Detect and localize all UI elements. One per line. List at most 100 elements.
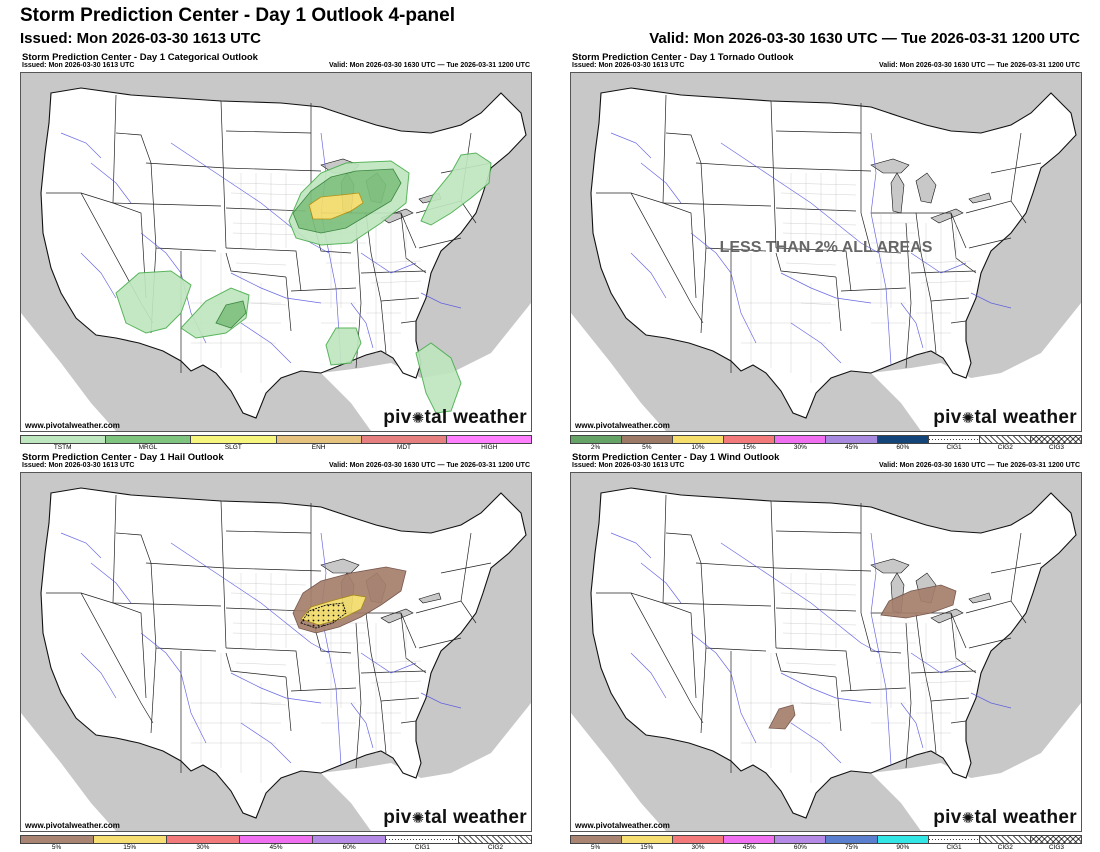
legend-swatch [724, 836, 776, 843]
legend-swatch [673, 836, 725, 843]
legend-swatch [622, 436, 674, 443]
wind-5pct-area-midwest [880, 584, 957, 619]
panel-issued: Issued: Mon 2026-03-30 1613 UTC [572, 462, 685, 469]
wind-map[interactable]: www.pivotalweather.com piv✺tal weather [570, 472, 1082, 832]
legend-label: 75% [845, 844, 859, 851]
legend-labels: 2% 5% 10% 15% 30% 45% 60% CIG1 CIG2 CIG3 [570, 444, 1082, 452]
legend-swatch [446, 436, 532, 443]
brand-logo: piv✺tal weather [933, 407, 1077, 428]
gear-icon: ✺ [411, 810, 425, 827]
risk-areas [115, 152, 492, 414]
tornado-map[interactable]: LESS THAN 2% ALL AREAS www.pivotalweathe… [570, 72, 1082, 432]
legend-label: 5% [642, 444, 652, 451]
legend-label: SLGT [224, 444, 242, 451]
legend-label: 30% [691, 844, 705, 851]
legend-swatch [21, 436, 107, 443]
hail-map[interactable]: www.pivotalweather.com piv✺tal weather [20, 472, 532, 832]
legend-swatch [459, 836, 531, 843]
no-risk-message: LESS THAN 2% ALL AREAS [719, 239, 933, 256]
legend-swatch [622, 836, 674, 843]
legend-swatch [928, 436, 980, 443]
legend-swatch [979, 436, 1031, 443]
legend-swatch [928, 836, 980, 843]
panel-valid: Valid: Mon 2026-03-30 1630 UTC — Tue 202… [878, 462, 1080, 469]
legend-label: HIGH [481, 444, 498, 451]
site-url[interactable]: www.pivotalweather.com [25, 821, 120, 830]
legend-bar [20, 835, 532, 844]
wind-risk-areas [768, 584, 957, 730]
slgt-area-midwest [308, 192, 364, 220]
legend-swatch [826, 436, 878, 443]
legend-label: 60% [342, 844, 356, 851]
legend-swatch [724, 436, 776, 443]
legend-label: 45% [742, 844, 756, 851]
wind-outlook-panel: Storm Prediction Center - Day 1 Wind Out… [570, 452, 1082, 852]
legend-label: 45% [845, 444, 859, 451]
legend-label: 90% [896, 844, 910, 851]
panel-title: Storm Prediction Center - Day 1 Categori… [22, 52, 258, 63]
legend-swatch [361, 436, 447, 443]
page-issued-time: Issued: Mon 2026-03-30 1613 UTC [20, 30, 261, 47]
legend-swatch [877, 836, 929, 843]
legend-label: 45% [269, 844, 283, 851]
brand-logo: piv✺tal weather [383, 407, 527, 428]
legend-label: ENH [311, 444, 326, 451]
legend-label: 10% [691, 444, 705, 451]
legend-swatch [191, 436, 277, 443]
panel-issued: Issued: Mon 2026-03-30 1613 UTC [572, 62, 685, 69]
legend-label: 60% [896, 444, 910, 451]
legend-labels: TSTM MRGL SLGT ENH MDT HIGH [20, 444, 532, 452]
legend-swatch [386, 836, 459, 843]
legend-swatch [775, 436, 827, 443]
legend-bar [570, 835, 1082, 844]
legend-label: CIG3 [1048, 844, 1065, 851]
categorical-map[interactable]: www.pivotalweather.com piv✺tal weather [20, 72, 532, 432]
page-title: Storm Prediction Center - Day 1 Outlook … [20, 5, 455, 26]
legend-swatch [21, 836, 94, 843]
legend-swatch [1030, 836, 1081, 843]
gear-icon: ✺ [961, 410, 975, 427]
legend-swatch [240, 836, 313, 843]
legend-label: MDT [396, 444, 412, 451]
legend-label: 30% [793, 444, 807, 451]
legend-label: CIG2 [997, 444, 1013, 451]
legend-swatch [167, 836, 240, 843]
legend-label: 2% [590, 444, 601, 451]
site-url[interactable]: www.pivotalweather.com [575, 421, 670, 430]
legend-swatch [106, 436, 192, 443]
categorical-outlook-panel: Storm Prediction Center - Day 1 Categori… [20, 52, 532, 452]
legend-label: 5% [51, 844, 62, 851]
tstm-area-southwest [115, 270, 192, 334]
hail-outlook-panel: Storm Prediction Center - Day 1 Hail Out… [20, 452, 532, 852]
legend-swatch [313, 836, 386, 843]
hail-risk-areas [292, 566, 407, 634]
legend-labels: 5% 15% 30% 45% 60% CIG1 CIG2 [20, 844, 532, 852]
brand-logo: piv✺tal weather [933, 807, 1077, 828]
legend-label: 15% [123, 844, 137, 851]
legend-swatch [826, 836, 878, 843]
hail-sig-area [300, 602, 347, 629]
legend-label: CIG1 [946, 844, 962, 851]
tstm-area-northeast [420, 152, 492, 226]
page-valid-time: Valid: Mon 2026-03-30 1630 UTC — Tue 202… [649, 30, 1080, 47]
legend-swatch [571, 436, 623, 443]
panel-title: Storm Prediction Center - Day 1 Wind Out… [572, 452, 780, 463]
wind-5pct-area-texas [768, 704, 796, 730]
tornado-outlook-panel: Storm Prediction Center - Day 1 Tornado … [570, 52, 1082, 452]
legend-label: TSTM [53, 444, 72, 451]
panel-title: Storm Prediction Center - Day 1 Hail Out… [22, 452, 224, 463]
legend-label: CIG2 [997, 844, 1013, 851]
legend-swatch [276, 436, 362, 443]
site-url[interactable]: www.pivotalweather.com [575, 821, 670, 830]
legend-label: 30% [196, 844, 210, 851]
legend-label: 15% [742, 444, 756, 451]
panel-issued: Issued: Mon 2026-03-30 1613 UTC [22, 62, 135, 69]
brand-logo: piv✺tal weather [383, 807, 527, 828]
mrgl-area-southern-plains [215, 300, 247, 329]
panel-valid: Valid: Mon 2026-03-30 1630 UTC — Tue 202… [878, 62, 1080, 69]
gear-icon: ✺ [411, 410, 425, 427]
legend-swatch [979, 836, 1031, 843]
legend-label: CIG3 [1048, 444, 1065, 451]
legend-bar [20, 435, 532, 444]
site-url[interactable]: www.pivotalweather.com [25, 421, 120, 430]
